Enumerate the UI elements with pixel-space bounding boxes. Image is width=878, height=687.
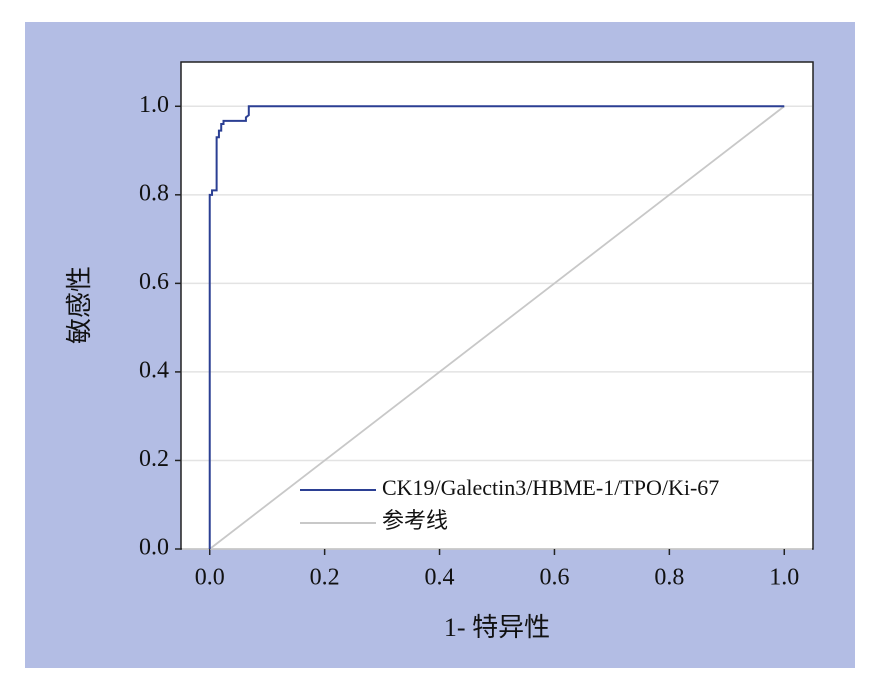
y-axis-label: 敏感性	[65, 266, 94, 344]
x-tick-label: 0.8	[654, 565, 684, 591]
x-tick-label: 0.0	[195, 565, 225, 591]
y-tick-label: 0.6	[139, 269, 169, 295]
x-tick-label: 0.4	[425, 565, 455, 591]
legend-label: CK19/Galectin3/HBME-1/TPO/Ki-67	[382, 475, 719, 500]
plot-area	[180, 61, 814, 550]
series-line	[209, 105, 785, 550]
x-axis-label: 1- 特异性	[444, 613, 550, 642]
y-tick-label: 1.0	[139, 92, 169, 118]
y-tick-label: 0.8	[139, 180, 169, 206]
y-tick-label: 0.4	[139, 357, 169, 383]
series-line	[208, 105, 785, 549]
y-tick-label: 0.0	[139, 535, 169, 561]
y-tick-label: 0.2	[139, 446, 169, 472]
x-tick-label: 0.6	[539, 565, 569, 591]
legend-label: 参考线	[382, 508, 448, 533]
x-tick-label: 0.2	[310, 565, 340, 591]
x-tick-label: 1.0	[769, 565, 799, 591]
